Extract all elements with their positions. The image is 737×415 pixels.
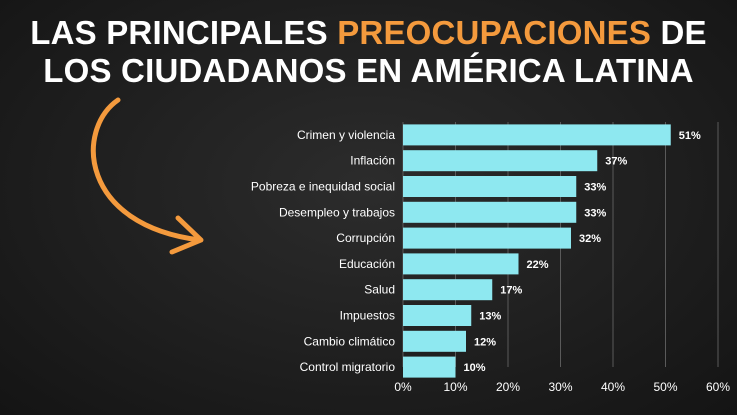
category-label: Control migratorio xyxy=(300,360,396,374)
category-label: Educación xyxy=(339,257,395,271)
category-label: Pobreza e inequidad social xyxy=(251,180,395,194)
bars xyxy=(403,124,671,378)
category-label: Inflación xyxy=(350,154,395,168)
x-tick-label: 50% xyxy=(653,380,677,394)
arrow-head-icon xyxy=(169,215,204,255)
category-label: Crimen y violencia xyxy=(297,128,395,142)
x-tick-label: 20% xyxy=(496,380,520,394)
bar xyxy=(403,227,571,249)
value-label: 32% xyxy=(579,233,601,245)
bar xyxy=(403,124,671,146)
title-line-1-start: LAS PRINCIPALES xyxy=(30,14,338,51)
value-label: 22% xyxy=(527,259,549,271)
value-label: 37% xyxy=(605,156,627,168)
title-line-1: LAS PRINCIPALES PREOCUPACIONES DE xyxy=(0,14,737,52)
bar xyxy=(403,201,577,223)
labels: 0% 10% 20% 30% 40% 50% 60% Crimen y violencia 51… xyxy=(251,128,730,394)
category-label: Impuestos xyxy=(340,309,395,323)
bar xyxy=(403,305,472,326)
value-label: 17% xyxy=(500,285,522,297)
bar xyxy=(403,356,456,378)
curved-arrow-icon xyxy=(90,97,203,243)
bar xyxy=(403,253,519,275)
value-label: 10% xyxy=(464,362,486,374)
category-label: Corrupción xyxy=(336,231,395,245)
value-label: 12% xyxy=(474,336,496,348)
title-line-1-end: DE xyxy=(651,14,707,51)
bar xyxy=(403,176,577,197)
category-label: Salud xyxy=(364,283,395,297)
bar xyxy=(403,279,493,301)
bar xyxy=(403,330,466,352)
value-label: 33% xyxy=(584,182,606,194)
value-label: 51% xyxy=(679,130,701,142)
bar xyxy=(403,150,598,172)
x-tick-label: 60% xyxy=(706,380,730,394)
x-tick-label: 40% xyxy=(601,380,625,394)
title-highlight-word: PREOCUPACIONES xyxy=(337,14,652,51)
category-label: Desempleo y trabajos xyxy=(279,205,395,219)
value-label: 13% xyxy=(479,311,501,323)
chart-title: LAS PRINCIPALES PREOCUPACIONES DE LOS CI… xyxy=(0,14,737,90)
title-line-2: LOS CIUDADANOS EN AMÉRICA LATINA xyxy=(43,52,694,89)
category-label: Cambio climático xyxy=(304,334,396,348)
x-tick-label: 30% xyxy=(548,380,572,394)
value-label: 33% xyxy=(584,207,606,219)
x-tick-label: 10% xyxy=(443,380,467,394)
x-tick-label: 0% xyxy=(394,380,412,394)
